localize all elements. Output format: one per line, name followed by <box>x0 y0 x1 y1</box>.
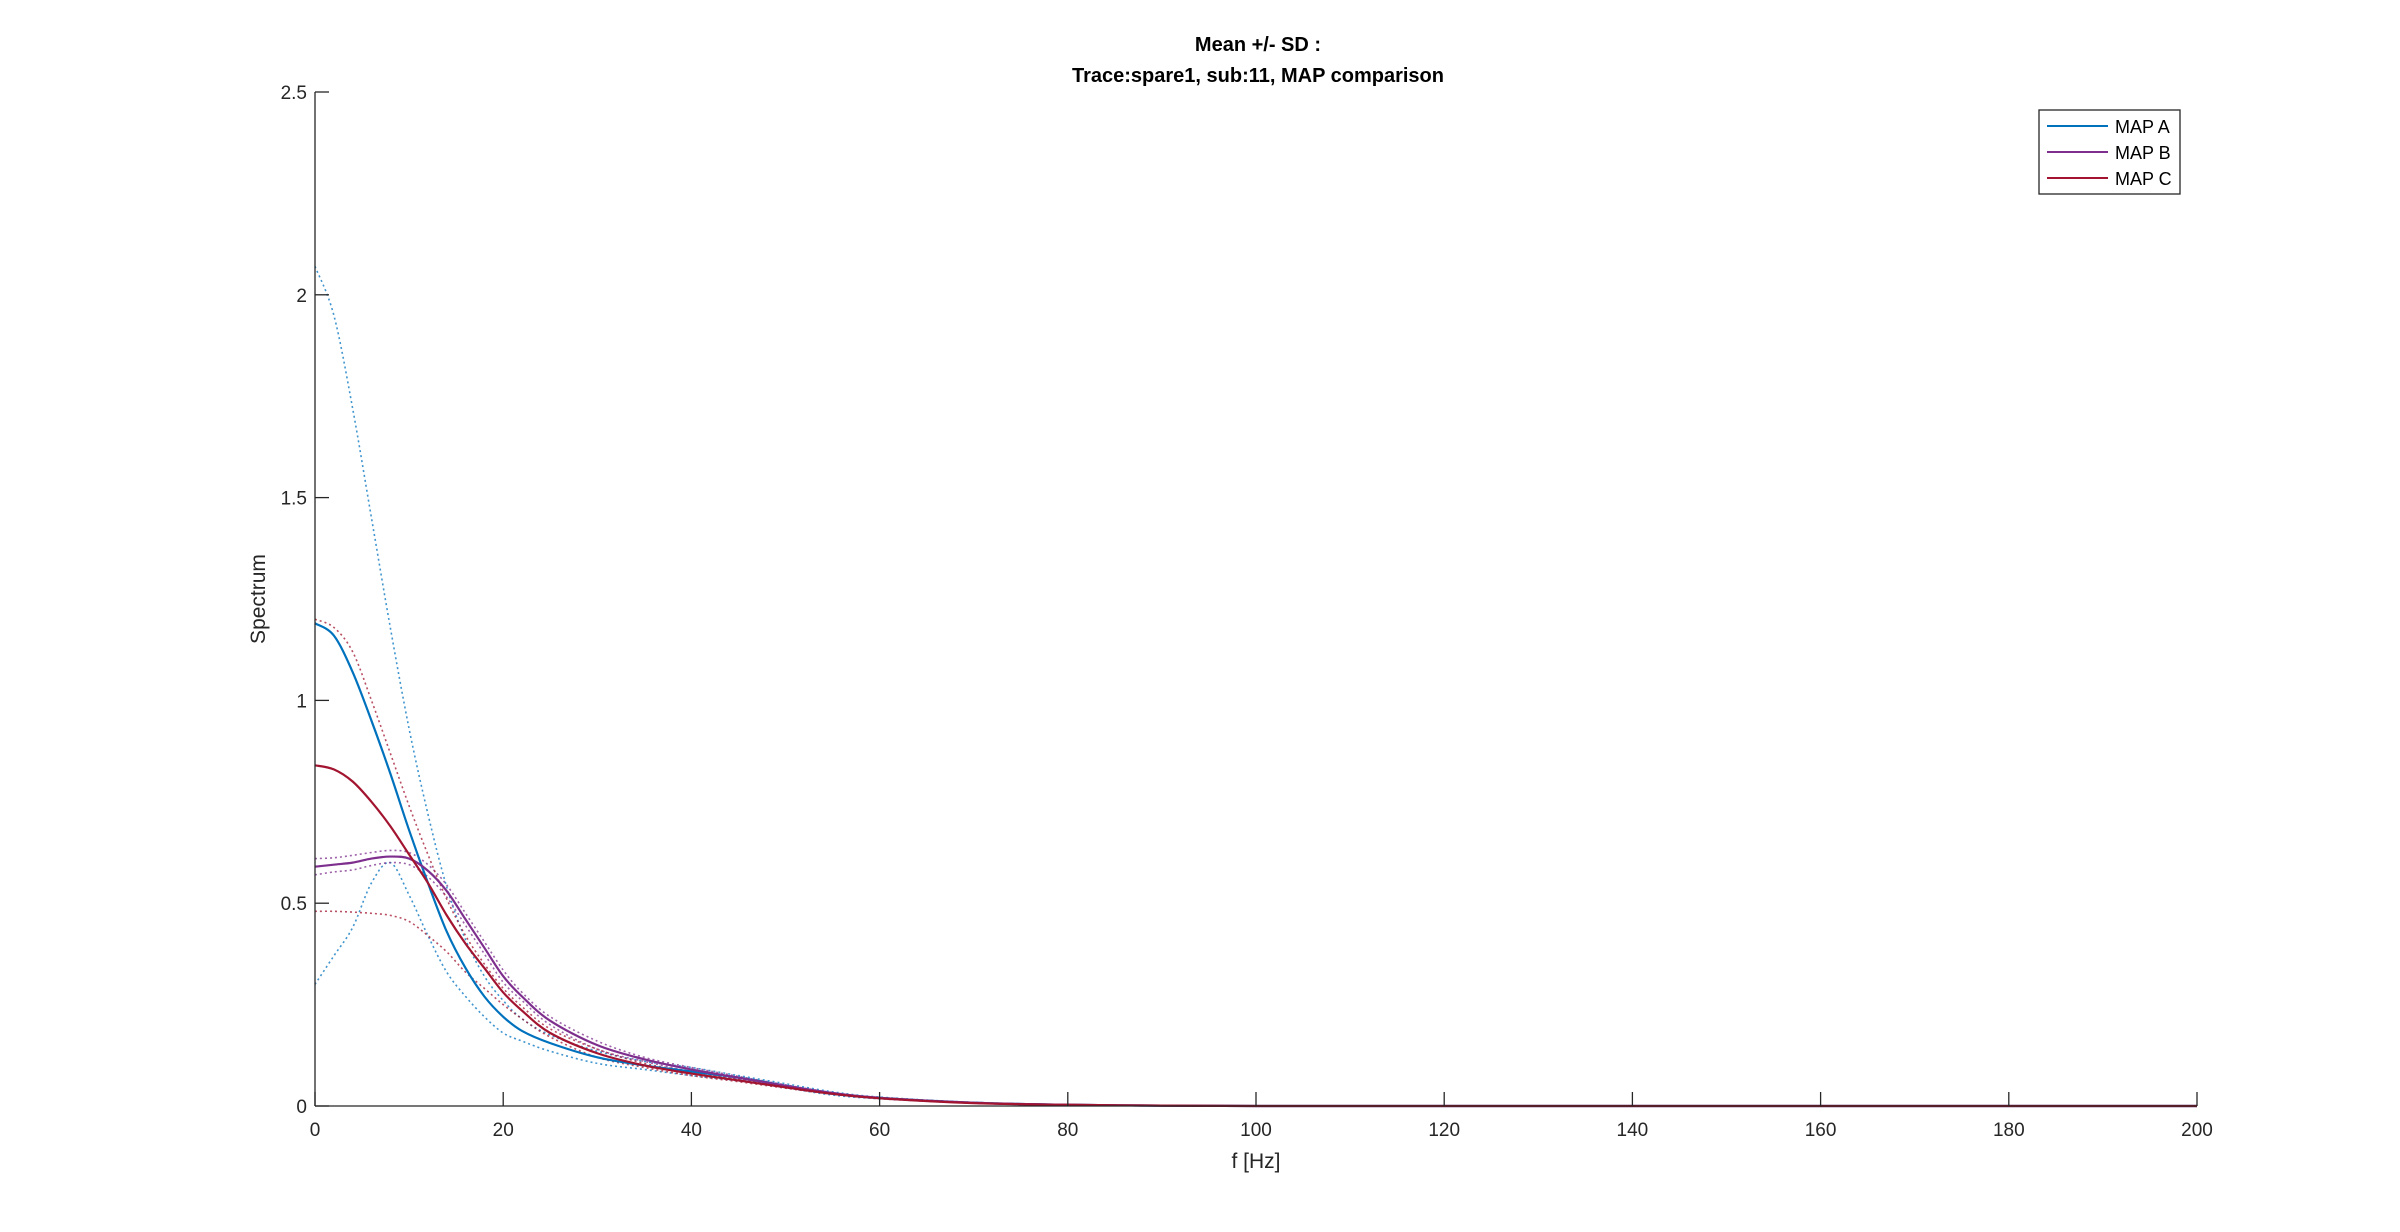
series-map-c-lower-sd-line <box>314 910 2197 1107</box>
x-axis-label: f [Hz] <box>1231 1150 1280 1173</box>
y-tick-label: 2.5 <box>281 83 307 104</box>
sd-bounds-layer <box>314 266 2197 1107</box>
x-tick-label: 160 <box>1805 1120 1837 1141</box>
series-map-b-mean-line <box>314 855 2197 1108</box>
y-tick-label: 0.5 <box>281 894 307 915</box>
y-axis-ticks: 0 0.5 1 1.5 2 2.5 <box>281 83 329 1118</box>
y-tick-label: 1.5 <box>281 489 307 510</box>
x-tick-label: 120 <box>1428 1120 1460 1141</box>
legend-label-map-b: MAP B <box>2115 143 2171 163</box>
series-map-a-mean-line <box>314 622 2197 1108</box>
x-tick-label: 200 <box>2181 1120 2213 1141</box>
y-tick-label: 1 <box>296 691 307 712</box>
series-map-a-lower-sd-line <box>314 861 2197 1107</box>
axes: 0 20 40 60 80 100 120 140 160 180 200 0 0.5 1 1.5 2 2.5… <box>247 83 2213 1173</box>
y-tick-label: 0 <box>296 1097 307 1118</box>
x-tick-label: 180 <box>1993 1120 2025 1141</box>
x-axis-ticks: 0 20 40 60 80 100 120 140 160 180 200 <box>310 1092 2213 1141</box>
legend-label-map-a: MAP A <box>2115 117 2170 137</box>
series-map-c-mean-line <box>314 764 2197 1108</box>
legend-label-map-c: MAP C <box>2115 169 2172 189</box>
x-tick-label: 60 <box>869 1120 890 1141</box>
series-map-c-upper-sd-line <box>314 618 2197 1107</box>
y-tick-label: 2 <box>296 286 307 307</box>
chart-title-line-2: Trace:spare1, sub:11, MAP comparison <box>1072 65 1444 87</box>
x-tick-label: 100 <box>1240 1120 1272 1141</box>
x-tick-label: 20 <box>493 1120 514 1141</box>
series-map-a-upper-sd-line <box>314 266 2197 1107</box>
x-tick-label: 0 <box>310 1120 321 1141</box>
chart-title-line-1: Mean +/- SD : <box>1195 34 1321 56</box>
mean-lines-layer <box>314 622 2197 1108</box>
x-tick-label: 40 <box>681 1120 702 1141</box>
plot-area <box>314 266 2197 1108</box>
chart-title: Mean +/- SD : Trace:spare1, sub:11, MAP … <box>1072 34 1444 87</box>
x-tick-label: 80 <box>1057 1120 1078 1141</box>
legend: MAP A MAP B MAP C <box>2038 109 2181 195</box>
x-tick-label: 140 <box>1617 1120 1649 1141</box>
series-map-b-upper-sd-line <box>314 849 2197 1107</box>
series-map-b-lower-sd-line <box>314 861 2197 1107</box>
y-axis-label: Spectrum <box>247 554 270 644</box>
